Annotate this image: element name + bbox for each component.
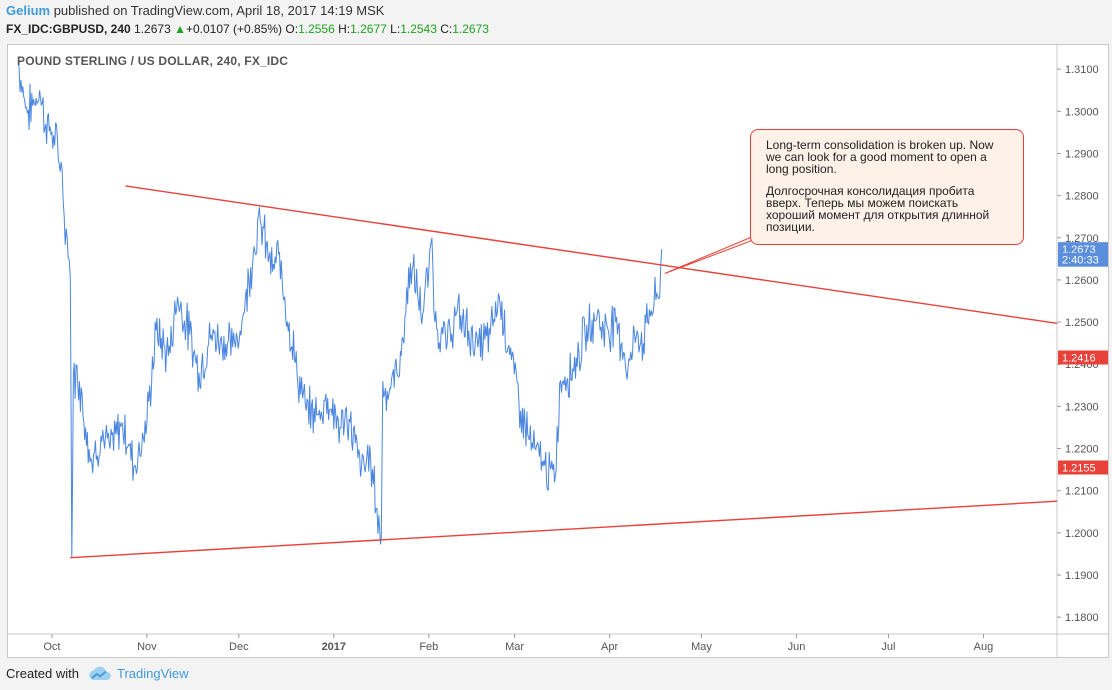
low-value: 1.2543 [400,22,437,36]
created-with-label: Created with [6,666,79,681]
last-price: 1.2673 [134,22,171,36]
x-tick-label: Apr [601,641,618,653]
price-label-text: 2:40:33 [1062,255,1099,267]
open-label: O: [285,22,299,36]
symbol-label: FX_IDC:GBPUSD, 240 [6,22,131,36]
tradingview-brand-link[interactable]: TradingView [117,666,189,681]
price-change: +0.0107 (+0.85%) [185,22,283,36]
publish-info: published on TradingView.com, April 18, … [53,3,385,18]
callout-pointer [664,235,765,274]
annotation-text-ru: Долгосрочная консолидация пробита вверх.… [766,184,990,234]
y-tick-label: 1.2000 [1065,528,1099,540]
header: Gelium published on TradingView.com, Apr… [0,0,1112,44]
x-tick-label: Jul [881,641,895,653]
x-tick-label: Dec [229,641,249,653]
y-tick-label: 1.2500 [1065,317,1099,329]
x-tick-label: Nov [137,641,157,653]
open-value: 1.2556 [298,22,335,36]
x-tick-label: Aug [974,641,994,653]
publish-line: Gelium published on TradingView.com, Apr… [6,3,384,18]
close-value: 1.2673 [452,22,489,36]
chart-title: POUND STERLING / US DOLLAR, 240, FX_IDC [17,54,289,68]
price-label-bg [1058,252,1108,267]
y-tick-label: 1.1800 [1065,612,1099,624]
price-label-bg [1058,242,1108,257]
x-tick-label: Oct [43,641,60,653]
y-tick-label: 1.1900 [1065,570,1099,582]
quote-line: FX_IDC:GBPUSD, 240 1.2673 ▲+0.0107 (+0.8… [6,22,489,36]
price-chart[interactable]: 1.3100 1.3000 1.2900 1.2800 1.2700 1.2600 1.25… [8,45,1108,657]
x-tick-label: May [691,641,712,653]
close-label: C: [440,22,453,36]
price-label-text: 1.2416 [1062,352,1096,364]
y-tick-label: 1.2200 [1065,444,1099,456]
x-tick-label: 2017 [322,641,346,653]
y-tick-label: 1.2800 [1065,191,1099,203]
tradingview-cloud-icon [89,666,111,680]
price-series-line [17,62,663,558]
author-link[interactable]: Gelium [6,3,51,18]
annotation-text-en: Long-term consolidation is broken up. No… [766,138,994,176]
y-tick-label: 1.2700 [1065,233,1099,245]
y-tick-label: 1.2300 [1065,401,1099,413]
y-tick-label: 1.3100 [1065,64,1099,76]
price-label-bg [1058,460,1108,475]
low-label: L: [390,22,401,36]
footer: Created with TradingView [0,658,1112,690]
chart-panel[interactable]: 1.3100 1.3000 1.2900 1.2800 1.2700 1.2600 1.25… [7,44,1109,658]
y-tick-label: 1.3000 [1065,106,1099,118]
high-value: 1.2677 [350,22,387,36]
price-label-bg [1058,350,1108,365]
annotation-callout[interactable]: Long-term consolidation is broken up. No… [750,129,1024,245]
up-arrow-icon: ▲ [174,22,186,36]
upper-trendline [125,185,1058,325]
high-label: H: [338,22,351,36]
y-tick-label: 1.2100 [1065,486,1099,498]
x-tick-label: Jun [788,641,806,653]
x-tick-label: Feb [419,641,438,653]
price-label-text: 1.2155 [1062,463,1096,475]
y-tick-label: 1.2600 [1065,275,1099,287]
y-tick-label: 1.2900 [1065,148,1099,160]
x-tick-label: Mar [505,641,524,653]
lower-trendline [70,500,1058,559]
